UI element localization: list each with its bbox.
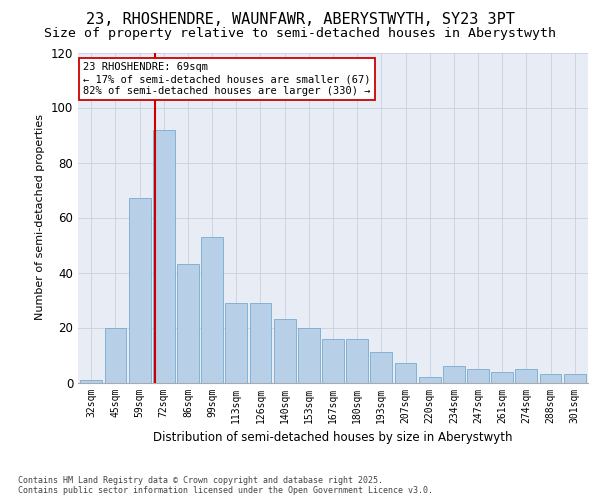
Bar <box>370 352 392 382</box>
Bar <box>467 369 489 382</box>
Bar <box>80 380 102 382</box>
Bar <box>491 372 513 382</box>
Bar <box>104 328 127 382</box>
Bar <box>201 237 223 382</box>
Bar <box>515 369 537 382</box>
Bar <box>177 264 199 382</box>
Bar <box>539 374 562 382</box>
Bar <box>443 366 465 382</box>
Bar <box>346 338 368 382</box>
Text: Contains HM Land Registry data © Crown copyright and database right 2025.
Contai: Contains HM Land Registry data © Crown c… <box>18 476 433 495</box>
Text: Size of property relative to semi-detached houses in Aberystwyth: Size of property relative to semi-detach… <box>44 28 556 40</box>
Bar <box>250 302 271 382</box>
Bar <box>322 338 344 382</box>
Y-axis label: Number of semi-detached properties: Number of semi-detached properties <box>35 114 45 320</box>
Bar <box>226 302 247 382</box>
Text: 23 RHOSHENDRE: 69sqm
← 17% of semi-detached houses are smaller (67)
82% of semi-: 23 RHOSHENDRE: 69sqm ← 17% of semi-detac… <box>83 62 371 96</box>
Bar <box>129 198 151 382</box>
Bar <box>274 320 296 382</box>
X-axis label: Distribution of semi-detached houses by size in Aberystwyth: Distribution of semi-detached houses by … <box>153 431 513 444</box>
Bar <box>564 374 586 382</box>
Bar <box>419 377 440 382</box>
Bar <box>153 130 175 382</box>
Text: 23, RHOSHENDRE, WAUNFAWR, ABERYSTWYTH, SY23 3PT: 23, RHOSHENDRE, WAUNFAWR, ABERYSTWYTH, S… <box>86 12 514 28</box>
Bar <box>395 363 416 382</box>
Bar <box>298 328 320 382</box>
